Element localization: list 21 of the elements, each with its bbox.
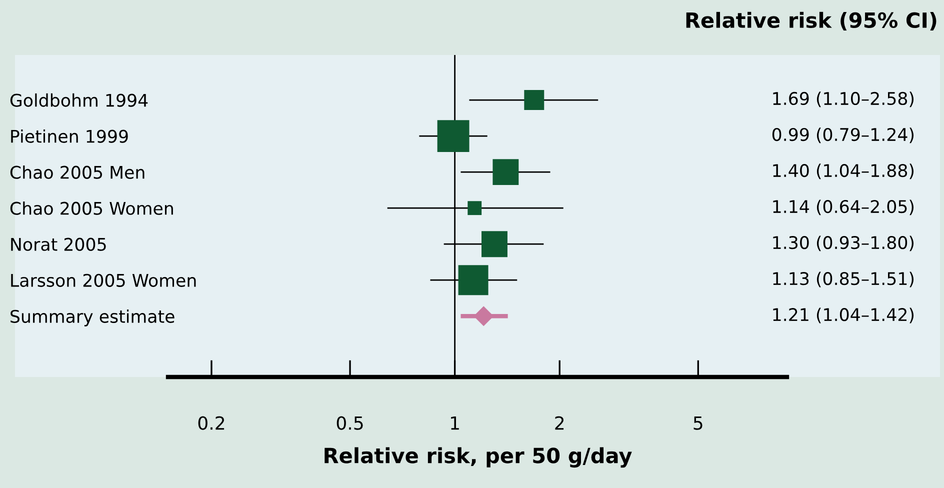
text: 1.14 (0.64–2.05) [773, 200, 914, 216]
y-tick-label: Chao 2005 Men [10, 165, 144, 179]
text: 1.40 (1.04–1.88) [773, 164, 914, 180]
y-tick-label: Chao 2005 Women [10, 201, 173, 215]
x-tick-label: 0.5 [336, 416, 363, 430]
y-tick-label: Summary estimate [10, 310, 174, 326]
y-tick-label: Pietinen 1999 [11, 129, 128, 143]
text: 0.99 (0.79–1.24) [772, 128, 914, 144]
y-tick-label: Goldbohm 1994 [10, 93, 148, 107]
y-tick-label: Larsson 2005 Women [11, 274, 196, 287]
y-tick-label: Norat 2005 [11, 238, 106, 251]
x-axis-title: Relative risk, per 50 g/day [324, 447, 632, 468]
x-tick-label: 1 [451, 416, 459, 430]
text: Relative risk (95% CI) [686, 12, 936, 30]
text: 1.30 (0.93–1.80) [773, 236, 914, 252]
x-tick-label: 5 [694, 416, 702, 430]
x-tick-label: 2 [555, 416, 564, 430]
x-tick-label: 0.2 [198, 416, 224, 430]
text: 1.69 (1.10–2.58) [773, 92, 914, 108]
text: 1.13 (0.85–1.51) [773, 272, 914, 288]
text: 1.21 (1.04–1.42) [773, 308, 914, 324]
